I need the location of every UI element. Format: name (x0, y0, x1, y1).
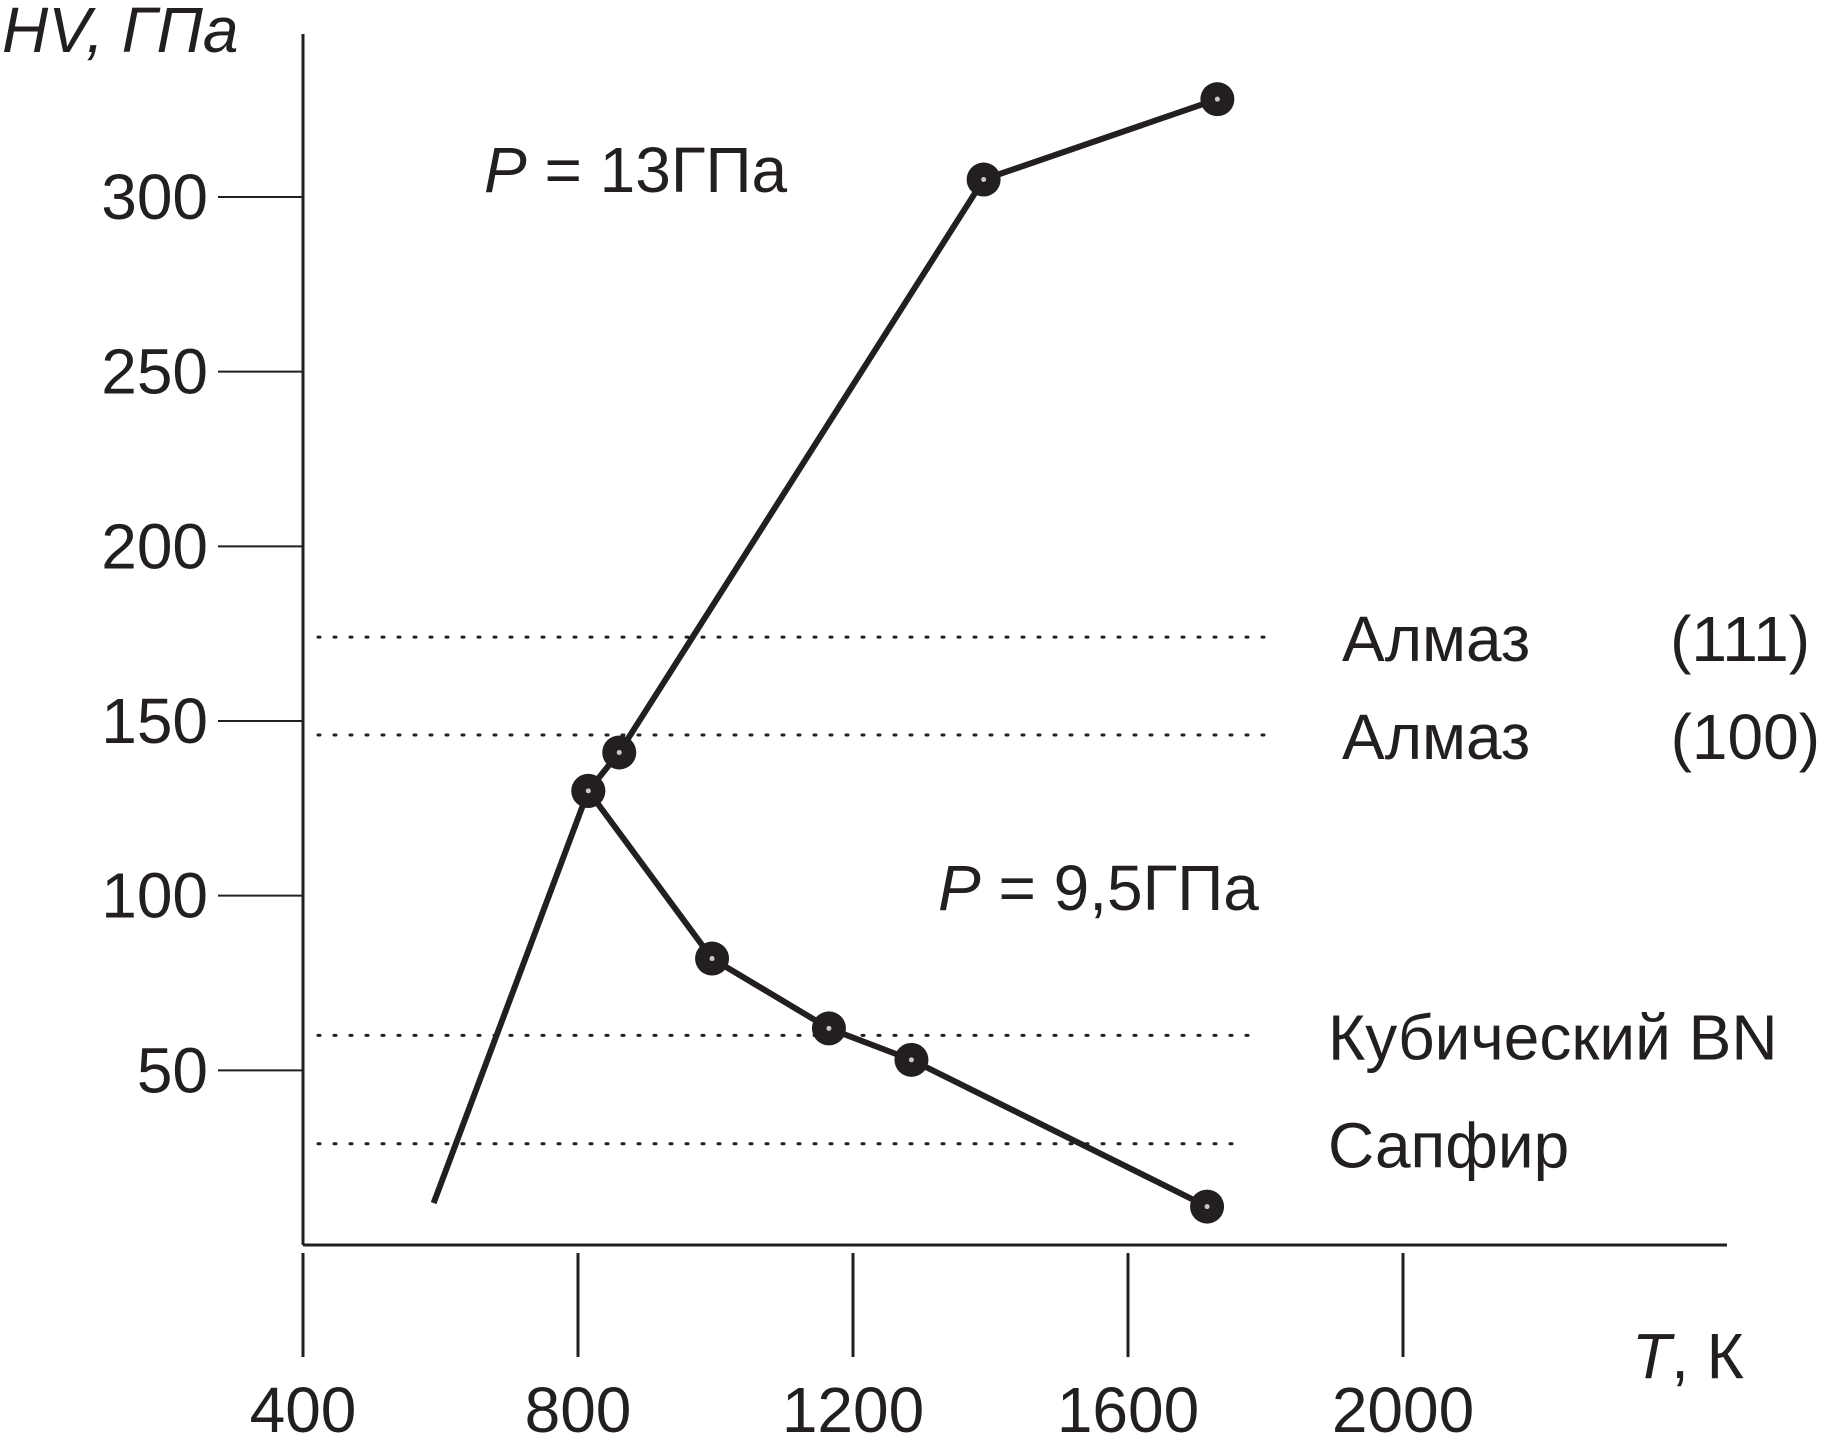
x-tick-label: 1200 (782, 1374, 924, 1435)
reference-label: Алмаз (1342, 701, 1530, 773)
data-point-center (826, 1025, 832, 1031)
y-tick-label: 250 (101, 336, 208, 408)
data-point-center (709, 956, 715, 962)
series-label: P = 13ГПа (484, 134, 787, 206)
reference-lines (316, 635, 1280, 1146)
x-axis-symbol: T (1632, 1320, 1675, 1392)
x-tick-label: 2000 (1332, 1374, 1474, 1435)
series-group (430, 82, 1235, 1224)
y-axis-symbol: HV (2, 0, 96, 66)
y-tick-label: 50 (137, 1034, 208, 1106)
data-point-center (981, 177, 987, 183)
reference-label: Алмаз (1342, 603, 1530, 675)
x-tick-label: 800 (525, 1374, 632, 1435)
y-tick-label: 150 (101, 685, 208, 757)
y-tick-label: 100 (101, 860, 208, 932)
labels: HV, ГПа T, К Алмаз (111) Алмаз (100) Кубически… (2, 0, 1820, 1392)
axes: 400 800 1200 1600 2000 50 100 150 200 250 300 (101, 34, 1727, 1440)
data-point-center (616, 749, 622, 755)
x-tick-label: 1600 (1057, 1374, 1199, 1435)
reference-label: Сапфир (1328, 1110, 1569, 1182)
y-axis-title: HV, ГПа (2, 0, 239, 66)
data-point-center (585, 788, 591, 794)
data-point-center (1214, 96, 1220, 102)
y-axis-unit: , ГПа (86, 0, 238, 66)
reference-label: Кубический BN (1328, 1001, 1778, 1073)
data-point-center (1204, 1204, 1210, 1210)
series-label-symbol: P (938, 852, 981, 924)
x-tick-label: 400 (250, 1374, 357, 1435)
y-tick-label: 200 (101, 510, 208, 582)
series-label: P = 9,5ГПа (938, 852, 1259, 924)
x-axis-title: T, К (1632, 1320, 1744, 1392)
y-tick-label: 300 (101, 161, 208, 233)
reference-sublabel: (100) (1671, 701, 1820, 773)
x-axis-unit: , К (1671, 1320, 1744, 1392)
data-point-center (908, 1057, 914, 1063)
series-label-symbol: P (484, 134, 527, 206)
series-label-text: = 13ГПа (527, 134, 788, 206)
reference-sublabel: (111) (1670, 603, 1810, 675)
series-label-text: = 9,5ГПа (981, 852, 1260, 924)
